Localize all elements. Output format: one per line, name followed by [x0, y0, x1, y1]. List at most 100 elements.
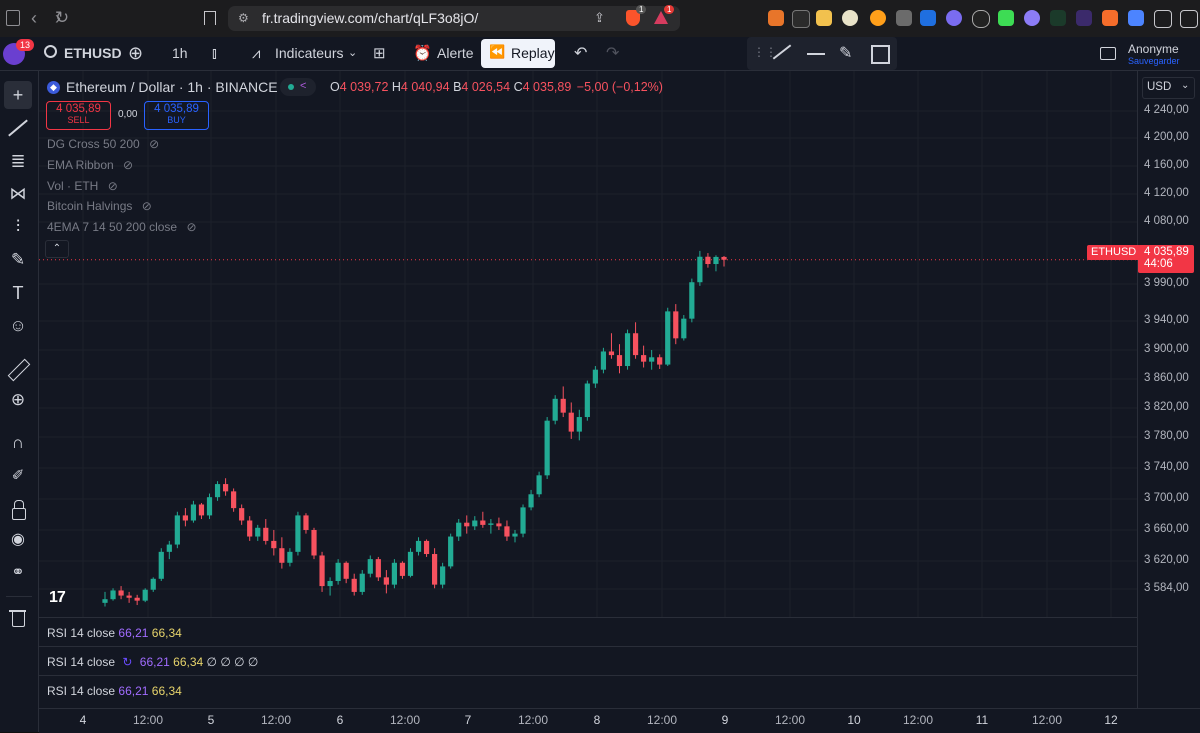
- candle-body: [464, 522, 470, 527]
- indicator-4ema[interactable]: 4EMA 7 14 50 200 close ⊘: [47, 220, 197, 234]
- extension-icon[interactable]: [768, 10, 784, 26]
- extensions-puzzle-icon[interactable]: [1154, 10, 1172, 28]
- candlestick-chart[interactable]: [39, 71, 1137, 617]
- extension-icon[interactable]: [1050, 10, 1066, 26]
- rsi-legend[interactable]: RSI 14 close 66,21 66,34: [47, 626, 182, 640]
- trash-icon[interactable]: [4, 604, 32, 632]
- crosshair-tool-icon[interactable]: +: [4, 81, 32, 109]
- lock-icon[interactable]: [4, 495, 32, 523]
- extension-icon[interactable]: [1102, 10, 1118, 26]
- indicator-ema-ribbon[interactable]: EMA Ribbon ⊘: [47, 158, 133, 172]
- rsi-extra-values: ∅ ∅ ∅ ∅: [206, 655, 259, 669]
- extension-icon[interactable]: [1128, 10, 1144, 26]
- fullscreen-icon[interactable]: [1100, 47, 1116, 60]
- zoom-in-tool-icon[interactable]: ⊕: [10, 390, 26, 409]
- rsi-legend[interactable]: RSI 14 close ↻ 66,21 66,34 ∅ ∅ ∅ ∅: [47, 655, 258, 669]
- redo-icon[interactable]: ↷: [606, 45, 620, 62]
- symbol-search-icon[interactable]: [44, 45, 57, 58]
- compare-add-icon[interactable]: ⊕: [128, 43, 144, 63]
- trend-line-tool-icon[interactable]: [4, 114, 32, 142]
- site-settings-icon[interactable]: ⚙: [238, 11, 249, 25]
- symbol-button[interactable]: ETHUSD: [64, 45, 122, 61]
- rsi-pane[interactable]: RSI 14 close 66,21 66,34: [39, 675, 1137, 709]
- hidden-eye-icon[interactable]: ⊘: [186, 220, 197, 234]
- time-scale[interactable]: 4 12:00 5 12:00 6 12:00 7 12:00 8 12:00 9 12:00 10 12…: [39, 708, 1200, 733]
- extension-icon[interactable]: [896, 10, 912, 26]
- emoji-tool-icon[interactable]: ☺: [9, 316, 27, 335]
- ruler-tool-icon[interactable]: [4, 355, 32, 383]
- forward-icon[interactable]: ›: [55, 8, 61, 28]
- sidebar-toggle-icon[interactable]: [6, 10, 20, 26]
- indicators-dropdown-chevron-icon[interactable]: ⌄: [348, 47, 358, 59]
- replay-button[interactable]: ⏪ Replay: [481, 39, 555, 68]
- undo-icon[interactable]: ↶: [574, 45, 588, 62]
- rsi-pane[interactable]: RSI 14 close ↻ 66,21 66,34 ∅ ∅ ∅ ∅: [39, 646, 1137, 676]
- chart-type-candles-icon[interactable]: ⫾: [212, 45, 217, 62]
- tabs-overview-icon[interactable]: [1180, 10, 1198, 28]
- price-scale[interactable]: USD ⌄ 4 240,00 4 200,00 4 160,00 4 120,00 4 …: [1137, 71, 1200, 727]
- candle-body: [391, 562, 398, 585]
- save-button[interactable]: Sauvegarder: [1128, 56, 1180, 66]
- hidden-eye-icon[interactable]: ⊘: [123, 158, 134, 172]
- loading-spinner-icon: ↻: [122, 655, 133, 669]
- candle-body: [496, 523, 502, 527]
- extension-icon[interactable]: [816, 10, 832, 26]
- hidden-eye-icon[interactable]: ⊘: [149, 137, 160, 151]
- horizontal-line-tool-icon[interactable]: [807, 53, 825, 55]
- address-bar[interactable]: ⚙ fr.tradingview.com/chart/qLF3o8jO/ ⇪ 1…: [228, 5, 680, 31]
- extension-icon[interactable]: [842, 10, 858, 26]
- hidden-eye-icon[interactable]: ⊘: [141, 199, 152, 213]
- brush-tool-icon[interactable]: ✎: [10, 250, 26, 269]
- indicators-button[interactable]: Indicateurs: [275, 45, 344, 61]
- rectangle-tool-icon[interactable]: [871, 45, 890, 64]
- link-icon[interactable]: ⚭: [11, 564, 25, 581]
- interval-button[interactable]: 1h: [172, 45, 188, 61]
- tradingview-logo[interactable]: 17: [49, 589, 66, 606]
- user-name[interactable]: Anonyme: [1128, 42, 1179, 56]
- hidden-eye-icon[interactable]: ⊘: [107, 179, 118, 193]
- buy-button[interactable]: 4 035,89 BUY: [144, 101, 209, 130]
- collapse-legend-button[interactable]: ⌃: [45, 240, 69, 258]
- text-tool-icon[interactable]: T: [12, 283, 24, 303]
- extension-icon[interactable]: [920, 10, 936, 26]
- stay-drawing-mode-icon[interactable]: ✐: [11, 467, 25, 484]
- indicator-volume[interactable]: Vol · ETH ⊘: [47, 179, 118, 193]
- indicator-bitcoin-halvings[interactable]: Bitcoin Halvings ⊘: [47, 199, 152, 213]
- extension-icon[interactable]: [972, 10, 990, 28]
- chart-pane[interactable]: ◆ Ethereum / Dollar · 1h · BINANCE < O4 …: [39, 71, 1137, 617]
- eye-icon[interactable]: ◉: [11, 531, 25, 548]
- indicators-icon[interactable]: ⩘: [252, 45, 261, 62]
- extension-icon[interactable]: [1076, 10, 1092, 26]
- brush-tool-icon[interactable]: ✎: [839, 45, 853, 62]
- market-status-indicator[interactable]: [280, 78, 316, 96]
- brave-shield-icon[interactable]: [626, 10, 640, 26]
- prediction-tool-icon[interactable]: ⫶: [15, 217, 21, 236]
- layouts-grid-icon[interactable]: ⊞: [373, 45, 386, 62]
- replay-icon: ⏪: [489, 44, 506, 59]
- rsi-legend[interactable]: RSI 14 close 66,21 66,34: [47, 684, 182, 698]
- sell-button[interactable]: 4 035,89 SELL: [46, 101, 111, 130]
- rewards-icon[interactable]: [654, 11, 668, 24]
- currency-select[interactable]: USD ⌄: [1142, 77, 1195, 99]
- reload-icon[interactable]: ↻: [54, 8, 70, 27]
- indicator-dg-cross[interactable]: DG Cross 50 200 ⊘: [47, 137, 159, 151]
- chart-title[interactable]: Ethereum / Dollar · 1h · BINANCE: [66, 79, 278, 95]
- price-tick-label: 3 900,00: [1144, 343, 1189, 355]
- back-icon[interactable]: ‹: [31, 8, 37, 28]
- extension-icon[interactable]: [998, 10, 1014, 26]
- bar-countdown: 44:06: [1144, 258, 1173, 270]
- extension-icon[interactable]: [792, 10, 810, 28]
- candle-body: [102, 599, 108, 603]
- pattern-tool-icon[interactable]: ⋈: [9, 184, 27, 203]
- magnet-tool-icon[interactable]: ∩: [11, 433, 25, 452]
- bookmark-icon[interactable]: [204, 11, 216, 25]
- alert-icon[interactable]: ⏰: [413, 45, 432, 62]
- share-icon[interactable]: ⇪: [594, 10, 605, 25]
- extension-icon[interactable]: [1024, 10, 1040, 26]
- alert-button[interactable]: Alerte: [437, 45, 474, 61]
- rsi-pane[interactable]: RSI 14 close 66,21 66,34: [39, 617, 1137, 647]
- extension-icon[interactable]: [946, 10, 962, 26]
- extension-icon[interactable]: [870, 10, 886, 26]
- drag-handle-icon[interactable]: ⋮⋮: [753, 45, 777, 59]
- fib-tool-icon[interactable]: ≣: [10, 151, 26, 171]
